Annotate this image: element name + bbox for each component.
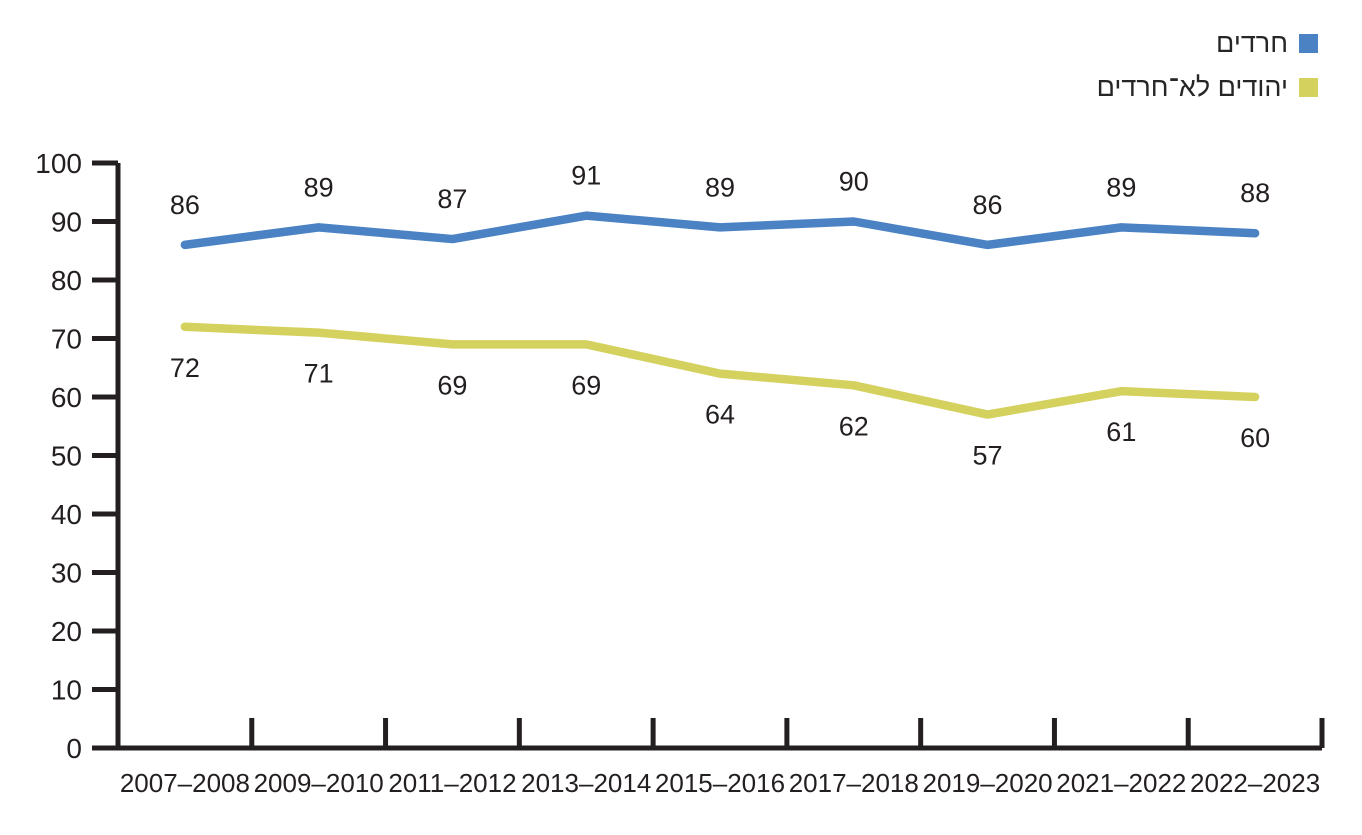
x-category-label: 2013–2014 [521, 768, 651, 798]
chart-legend: חרדים יהודים לא־חרדים [1097, 30, 1318, 101]
series-line-0 [180, 211, 1260, 250]
point-label-0: 90 [839, 167, 869, 197]
y-tick-label: 20 [51, 616, 82, 647]
x-category-label: 2007–2008 [120, 768, 250, 798]
point-label-1: 71 [304, 359, 334, 389]
legend-swatch-non-haredi-jews-icon [1299, 78, 1318, 97]
x-category-label: 2009–2010 [254, 768, 384, 798]
point-label-0: 86 [973, 190, 1003, 220]
series-line-1 [180, 322, 1260, 419]
point-label-0: 86 [170, 190, 200, 220]
point-label-1: 69 [437, 370, 467, 400]
point-label-1: 62 [839, 411, 869, 441]
y-tick-label: 10 [51, 675, 82, 706]
y-tick-label: 0 [66, 733, 82, 764]
x-category-label: 2019–2020 [922, 768, 1052, 798]
legend-item-haredim: חרדים [1216, 30, 1318, 57]
x-category-label: 2022–2023 [1190, 768, 1320, 798]
y-tick-label: 80 [51, 265, 82, 296]
point-label-0: 89 [705, 172, 735, 202]
point-label-1: 60 [1240, 423, 1270, 453]
point-label-0: 89 [1106, 172, 1136, 202]
legend-item-non-haredi-jews: יהודים לא־חרדים [1097, 74, 1318, 101]
legend-swatch-haredim-icon [1299, 34, 1318, 53]
y-tick-label: 70 [51, 324, 82, 355]
x-category-label: 2015–2016 [655, 768, 785, 798]
y-tick-label: 30 [51, 558, 82, 589]
point-label-1: 64 [705, 400, 735, 430]
x-category-label: 2021–2022 [1056, 768, 1186, 798]
y-tick-label: 90 [51, 207, 82, 238]
point-label-0: 89 [304, 172, 334, 202]
x-category-label: 2017–2018 [789, 768, 919, 798]
point-label-1: 57 [973, 441, 1003, 471]
point-label-1: 61 [1106, 417, 1136, 447]
point-label-1: 72 [170, 353, 200, 383]
legend-label-haredim: חרדים [1216, 28, 1288, 58]
y-tick-label: 100 [35, 148, 82, 179]
point-label-1: 69 [571, 370, 601, 400]
x-category-label: 2011–2012 [388, 768, 516, 798]
y-tick-label: 50 [51, 441, 82, 472]
legend-label-non-haredi-jews: יהודים לא־חרדים [1096, 72, 1288, 102]
y-tick-label: 60 [51, 382, 82, 413]
point-label-0: 87 [437, 184, 467, 214]
point-label-0: 88 [1240, 178, 1270, 208]
y-tick-label: 40 [51, 499, 82, 530]
point-label-0: 91 [571, 161, 601, 191]
